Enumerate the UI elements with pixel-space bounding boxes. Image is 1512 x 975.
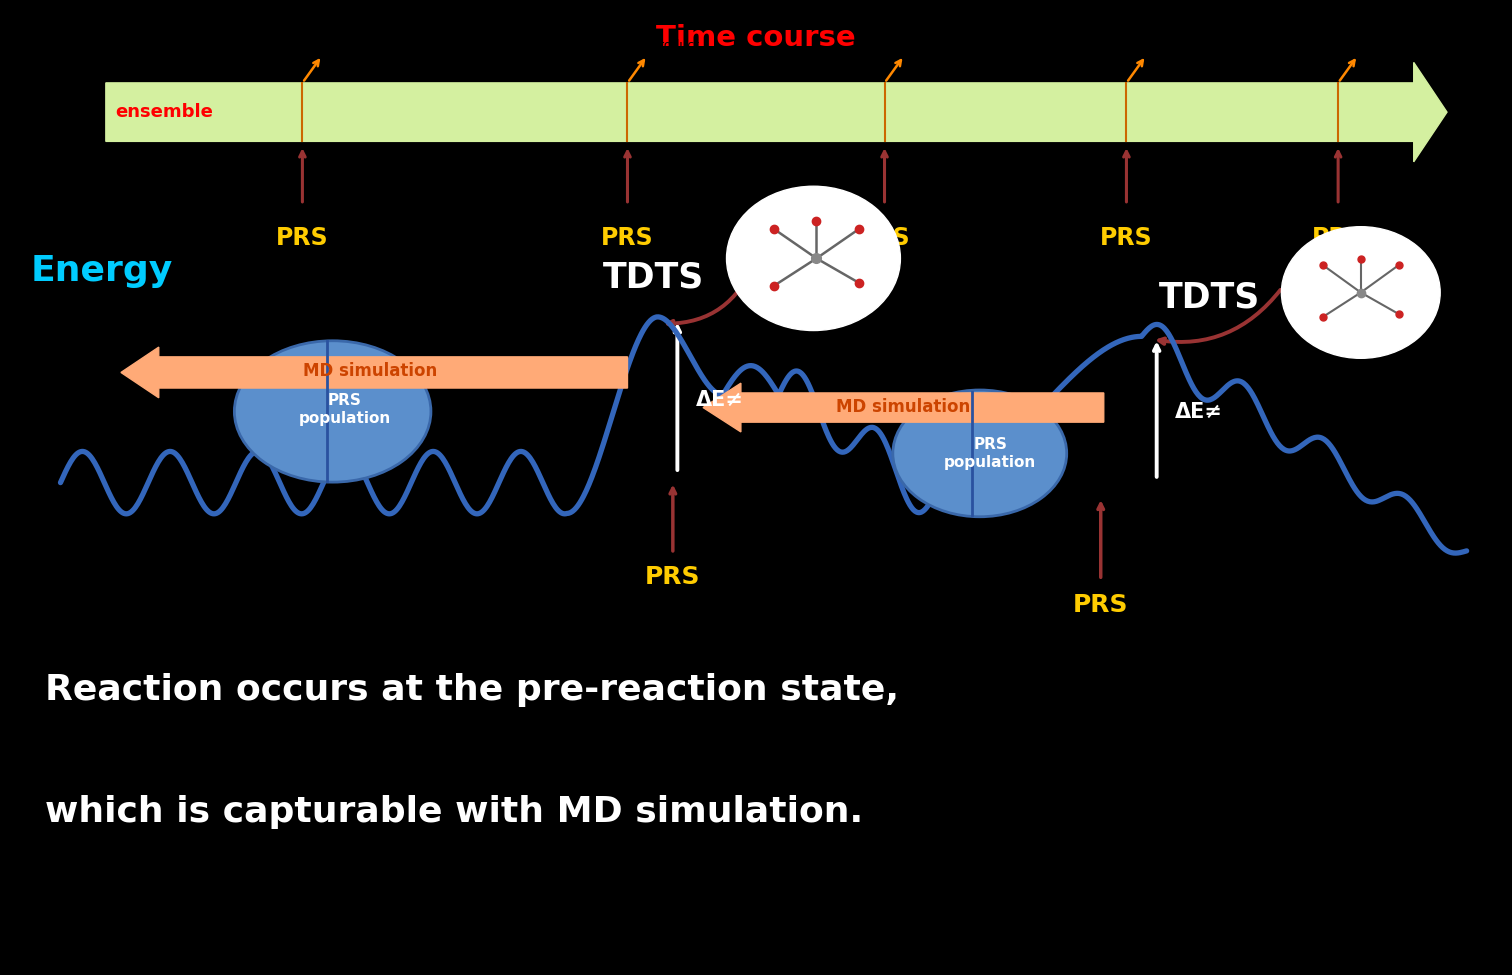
Text: ensemble: ensemble <box>115 103 213 121</box>
Text: PRS: PRS <box>1101 226 1152 251</box>
Text: One molecule of product: One molecule of product <box>327 39 481 52</box>
Text: PRS: PRS <box>277 226 328 251</box>
Text: PRS
population: PRS population <box>298 393 392 426</box>
Text: PRS: PRS <box>1312 226 1364 251</box>
Text: MD simulation: MD simulation <box>836 398 969 415</box>
FancyArrow shape <box>703 383 1104 432</box>
Text: TDTS: TDTS <box>1160 281 1259 314</box>
Text: product: product <box>1362 39 1411 52</box>
Text: PRS: PRS <box>646 566 700 590</box>
Text: Energy: Energy <box>30 254 172 288</box>
Text: PRS
population: PRS population <box>943 437 1037 470</box>
Ellipse shape <box>1282 227 1439 359</box>
Text: Time course: Time course <box>656 24 856 53</box>
Text: PRS: PRS <box>859 226 910 251</box>
Ellipse shape <box>892 390 1067 517</box>
Text: PRS: PRS <box>602 226 653 251</box>
Text: product: product <box>652 39 700 52</box>
Text: which is capturable with MD simulation.: which is capturable with MD simulation. <box>45 795 863 829</box>
Text: PRS: PRS <box>1074 593 1128 617</box>
FancyArrow shape <box>106 62 1447 162</box>
Ellipse shape <box>727 186 900 331</box>
Text: MD simulation: MD simulation <box>304 363 437 380</box>
Ellipse shape <box>234 341 431 483</box>
Text: ΔE≠: ΔE≠ <box>1175 402 1223 421</box>
Text: ΔE≠: ΔE≠ <box>696 390 744 409</box>
Text: product: product <box>1151 39 1199 52</box>
Text: Reaction occurs at the pre-reaction state,: Reaction occurs at the pre-reaction stat… <box>45 673 900 707</box>
FancyArrow shape <box>121 347 627 398</box>
Text: product: product <box>909 39 957 52</box>
Text: TDTS: TDTS <box>603 261 703 294</box>
